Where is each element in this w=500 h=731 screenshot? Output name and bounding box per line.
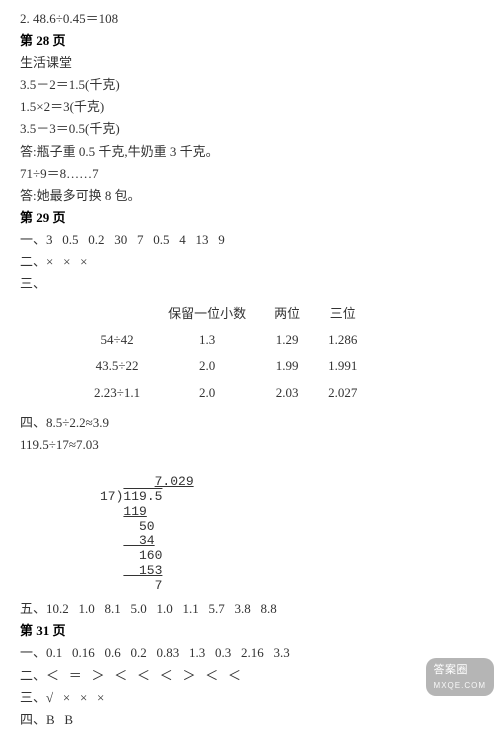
line-section-5: 五、10.2 1.0 8.1 5.0 1.0 1.1 5.7 3.8 8.8 (20, 598, 480, 620)
ld-quotient: 7.029 (100, 474, 194, 489)
line-eq-3: 3.5－3＝0.5(千克) (20, 118, 480, 140)
table-header-row: 保留一位小数 两位 三位 (80, 301, 371, 327)
table-row: 43.5÷22 2.0 1.99 1.991 (80, 353, 371, 379)
watermark-sub: MXQE.COM (434, 679, 486, 693)
line-answer-2: 答:她最多可换 8 包。 (20, 185, 480, 207)
table-header-cell (80, 301, 154, 327)
table-cell: 2.03 (260, 380, 314, 406)
heading-page-29: 第 29 页 (20, 207, 480, 229)
watermark: 答案圈 MXQE.COM (426, 658, 494, 696)
watermark-text: 答案圈 (434, 664, 469, 676)
table-cell: 2.0 (154, 353, 260, 379)
line-section-2: 二、× × × (20, 251, 480, 273)
line-eq-2: 1.5×2＝3(千克) (20, 96, 480, 118)
heading-page-31: 第 31 页 (20, 620, 480, 642)
line-p31-4: 四、B B (20, 709, 480, 731)
line-section-1: 一、3 0.5 0.2 30 7 0.5 4 13 9 (20, 229, 480, 251)
table-cell: 2.23÷1.1 (80, 380, 154, 406)
ld-step: 50 (100, 519, 155, 534)
table-cell: 1.3 (154, 327, 260, 353)
line-answer-1: 答:瓶子重 0.5 千克,牛奶重 3 千克。 (20, 141, 480, 163)
table-header-cell: 保留一位小数 (154, 301, 260, 327)
table-row: 2.23÷1.1 2.0 2.03 2.027 (80, 380, 371, 406)
line-1: 2. 48.6÷0.45＝108 (20, 8, 480, 30)
line-subtitle: 生活课堂 (20, 52, 480, 74)
line-p31-3: 三、√ × × × (20, 687, 480, 709)
heading-page-28: 第 28 页 (20, 30, 480, 52)
table-row: 54÷42 1.3 1.29 1.286 (80, 327, 371, 353)
line-eq-1: 3.5－2＝1.5(千克) (20, 74, 480, 96)
line-p31-2: 二、＜ ＝ ＞ ＜ ＜ ＜ ＞ ＜ ＜ (20, 665, 480, 687)
ld-step: 34 (100, 533, 155, 548)
ld-step: 160 (100, 548, 162, 563)
table-cell: 1.991 (314, 353, 371, 379)
ld-step: 119 (100, 504, 147, 519)
table-cell: 2.0 (154, 380, 260, 406)
ld-step: 153 (100, 563, 162, 578)
ld-step: 7 (100, 578, 162, 593)
rounding-table: 保留一位小数 两位 三位 54÷42 1.3 1.29 1.286 43.5÷2… (80, 301, 480, 405)
table-cell: 2.027 (314, 380, 371, 406)
line-p31-1: 一、0.1 0.16 0.6 0.2 0.83 1.3 0.3 2.16 3.3 (20, 642, 480, 664)
table-cell: 1.286 (314, 327, 371, 353)
ld-divisor-dividend: 17)119.5 (100, 489, 162, 504)
line-section-3: 三、 (20, 273, 480, 295)
table-header-cell: 三位 (314, 301, 371, 327)
table-header-cell: 两位 (260, 301, 314, 327)
table-cell: 1.99 (260, 353, 314, 379)
line-eq-4: 71÷9＝8……7 (20, 163, 480, 185)
line-section-4a: 四、8.5÷2.2≈3.9 (20, 412, 480, 434)
table-cell: 43.5÷22 (80, 353, 154, 379)
long-division: 7.029 17)119.5 119 50 34 160 153 7 (100, 460, 480, 594)
table-cell: 54÷42 (80, 327, 154, 353)
line-section-4b: 119.5÷17≈7.03 (20, 434, 480, 456)
table-cell: 1.29 (260, 327, 314, 353)
